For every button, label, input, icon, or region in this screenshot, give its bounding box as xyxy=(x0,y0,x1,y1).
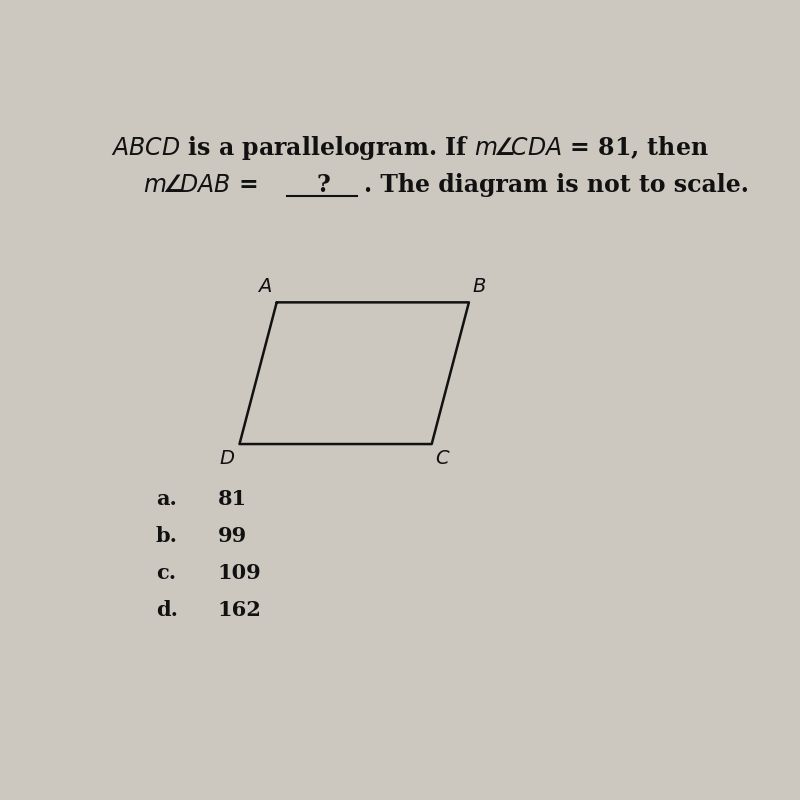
Text: $\bf{\it{ABCD}}$ is a parallelogram. If $\bf{\it{m}}\!\angle\!\bf{\it{CDA}}$ = 8: $\bf{\it{ABCD}}$ is a parallelogram. If … xyxy=(111,134,709,162)
Text: b.: b. xyxy=(156,526,178,546)
Text: 109: 109 xyxy=(218,563,262,583)
Text: $\bf{\it{m}}\!\angle\!\bf{\it{DAB}}$ =: $\bf{\it{m}}\!\angle\!\bf{\it{DAB}}$ = xyxy=(143,174,258,198)
Text: $\it{D}$: $\it{D}$ xyxy=(219,450,235,468)
Text: $\it{A}$: $\it{A}$ xyxy=(258,278,272,296)
Text: $\it{B}$: $\it{B}$ xyxy=(472,278,486,296)
Text: a.: a. xyxy=(156,490,177,510)
Text: 99: 99 xyxy=(218,526,247,546)
Text: d.: d. xyxy=(156,600,178,620)
Text: c.: c. xyxy=(156,563,176,583)
Text: $\it{C}$: $\it{C}$ xyxy=(435,450,450,468)
Text: ?: ? xyxy=(316,174,330,198)
Text: 162: 162 xyxy=(218,600,262,620)
Text: 81: 81 xyxy=(218,490,247,510)
Text: . The diagram is not to scale.: . The diagram is not to scale. xyxy=(363,174,748,198)
